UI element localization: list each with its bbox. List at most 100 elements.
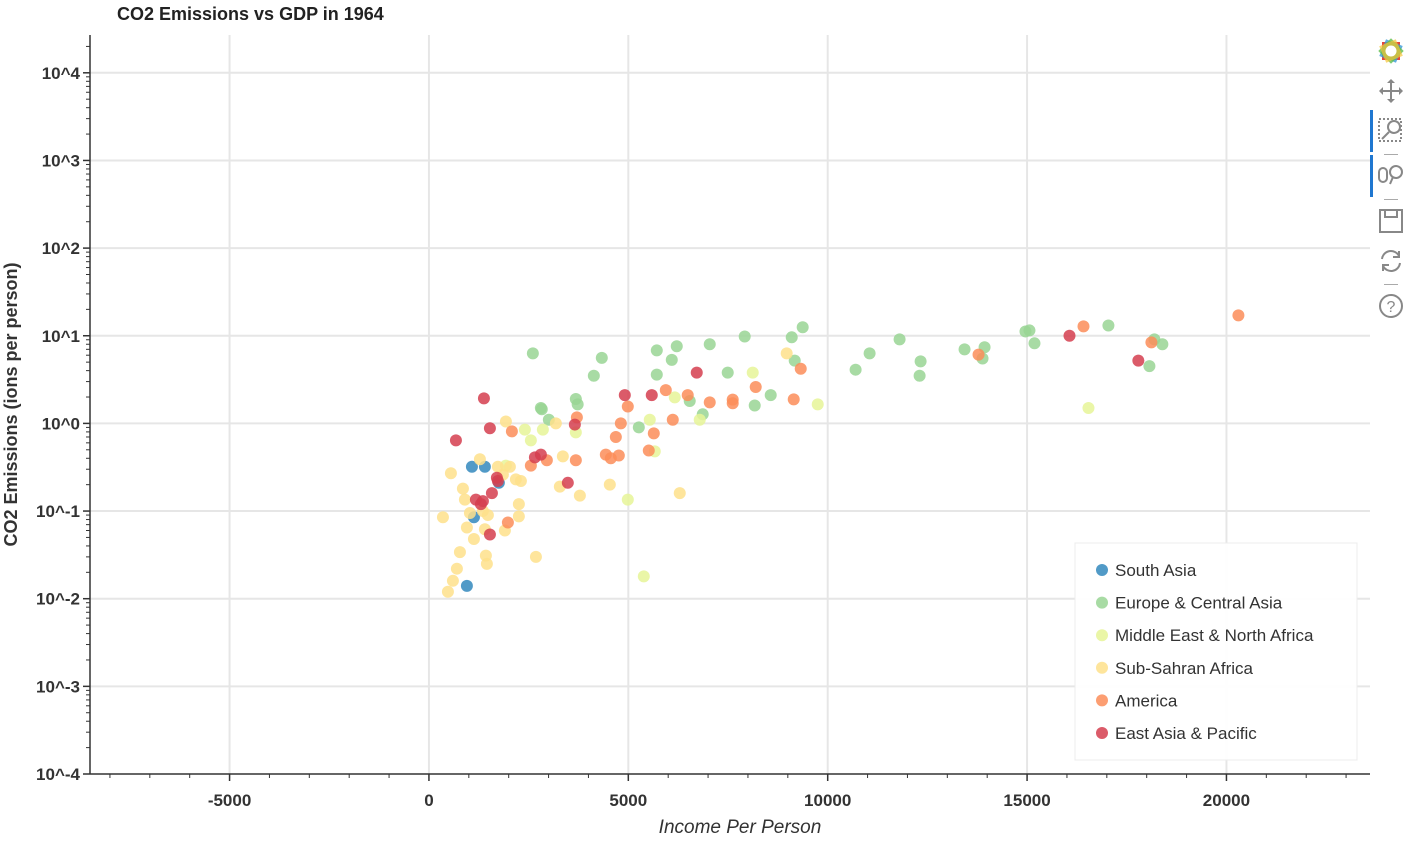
data-point bbox=[811, 398, 824, 411]
data-point bbox=[632, 421, 645, 434]
data-point bbox=[1132, 354, 1145, 367]
data-point bbox=[503, 460, 516, 473]
data-point bbox=[1023, 324, 1036, 337]
legend-marker bbox=[1096, 596, 1108, 609]
help-icon[interactable]: ? bbox=[1374, 289, 1408, 323]
data-point bbox=[1232, 309, 1245, 322]
data-point bbox=[1143, 360, 1156, 373]
data-point bbox=[526, 347, 539, 360]
data-point bbox=[609, 430, 622, 443]
data-point bbox=[668, 391, 681, 404]
wheel-zoom-icon[interactable] bbox=[1370, 155, 1408, 197]
x-tick-label: 20000 bbox=[1203, 791, 1250, 810]
data-point bbox=[501, 516, 514, 529]
data-point bbox=[693, 413, 706, 426]
reset-icon[interactable] bbox=[1374, 244, 1408, 278]
box-zoom-icon[interactable] bbox=[1370, 110, 1408, 152]
legend bbox=[1074, 542, 1358, 761]
data-point bbox=[914, 355, 927, 368]
data-point bbox=[514, 475, 527, 488]
data-point bbox=[681, 389, 694, 402]
x-tick-label: 5000 bbox=[609, 791, 647, 810]
data-point bbox=[666, 413, 679, 426]
data-point bbox=[436, 511, 449, 524]
data-point bbox=[549, 417, 562, 430]
data-point bbox=[647, 427, 660, 440]
data-point bbox=[650, 344, 663, 357]
toolbar-divider bbox=[1384, 284, 1398, 285]
pan-icon[interactable] bbox=[1374, 74, 1408, 108]
legend-marker bbox=[1096, 564, 1108, 576]
data-point bbox=[491, 475, 504, 488]
x-tick-label: 15000 bbox=[1003, 791, 1050, 810]
data-point bbox=[556, 450, 569, 463]
y-tick-label: 10^1 bbox=[42, 327, 80, 346]
y-tick-label: 10^-4 bbox=[36, 765, 80, 784]
legend-marker bbox=[1096, 661, 1108, 674]
data-point bbox=[518, 423, 531, 436]
data-point bbox=[726, 397, 739, 410]
legend-label: Middle East & North Africa bbox=[1115, 626, 1314, 645]
data-point bbox=[446, 574, 459, 587]
data-point bbox=[465, 460, 478, 473]
y-tick-label: 10^-2 bbox=[36, 590, 80, 609]
legend-label: Europe & Central Asia bbox=[1115, 594, 1283, 613]
data-point bbox=[524, 434, 537, 447]
data-point bbox=[536, 423, 549, 436]
data-point bbox=[595, 351, 608, 364]
svg-text:?: ? bbox=[1387, 299, 1396, 316]
data-point bbox=[441, 585, 454, 598]
data-point bbox=[1063, 329, 1076, 342]
data-point bbox=[637, 570, 650, 583]
data-point bbox=[785, 331, 798, 344]
data-point bbox=[512, 498, 525, 511]
data-point bbox=[467, 532, 480, 545]
y-tick-label: 10^3 bbox=[42, 151, 80, 170]
data-point bbox=[534, 448, 547, 461]
legend-marker bbox=[1096, 629, 1108, 642]
data-point bbox=[893, 333, 906, 346]
y-axis-label: CO2 Emissions (ions per person) bbox=[1, 262, 21, 546]
data-point bbox=[972, 348, 985, 361]
save-icon[interactable] bbox=[1374, 204, 1408, 238]
data-point bbox=[587, 369, 600, 382]
data-point bbox=[1077, 320, 1090, 333]
data-point bbox=[863, 347, 876, 360]
data-point bbox=[673, 487, 686, 500]
data-point bbox=[670, 340, 683, 353]
data-point bbox=[913, 369, 926, 382]
data-point bbox=[958, 343, 971, 356]
data-point bbox=[703, 338, 716, 351]
chart-title: CO2 Emissions vs GDP in 1964 bbox=[117, 4, 384, 24]
data-point bbox=[453, 546, 466, 559]
toolbar: ? bbox=[1370, 30, 1412, 329]
bokeh-logo-icon[interactable] bbox=[1374, 34, 1408, 68]
data-point bbox=[473, 453, 486, 466]
data-point bbox=[1082, 401, 1095, 414]
data-point bbox=[569, 454, 582, 467]
data-point bbox=[642, 444, 655, 457]
x-axis-label: Income Per Person bbox=[659, 817, 822, 838]
legend-label: America bbox=[1115, 691, 1178, 710]
data-point bbox=[460, 579, 473, 592]
data-point bbox=[780, 347, 793, 360]
data-point bbox=[529, 550, 542, 563]
legend-marker bbox=[1096, 727, 1108, 739]
y-tick-label: 10^4 bbox=[42, 64, 81, 83]
data-point bbox=[603, 478, 616, 491]
data-point bbox=[849, 363, 862, 376]
data-point bbox=[481, 509, 494, 522]
data-point bbox=[512, 510, 525, 523]
data-point bbox=[721, 366, 734, 379]
data-point bbox=[463, 507, 476, 520]
data-point bbox=[485, 487, 498, 500]
data-point bbox=[749, 381, 762, 394]
data-point bbox=[571, 398, 584, 411]
data-point bbox=[748, 399, 761, 412]
data-point bbox=[794, 362, 807, 375]
data-point bbox=[1145, 336, 1158, 349]
data-point bbox=[568, 418, 581, 431]
y-tick-label: 10^2 bbox=[42, 239, 80, 258]
data-point bbox=[444, 467, 457, 480]
